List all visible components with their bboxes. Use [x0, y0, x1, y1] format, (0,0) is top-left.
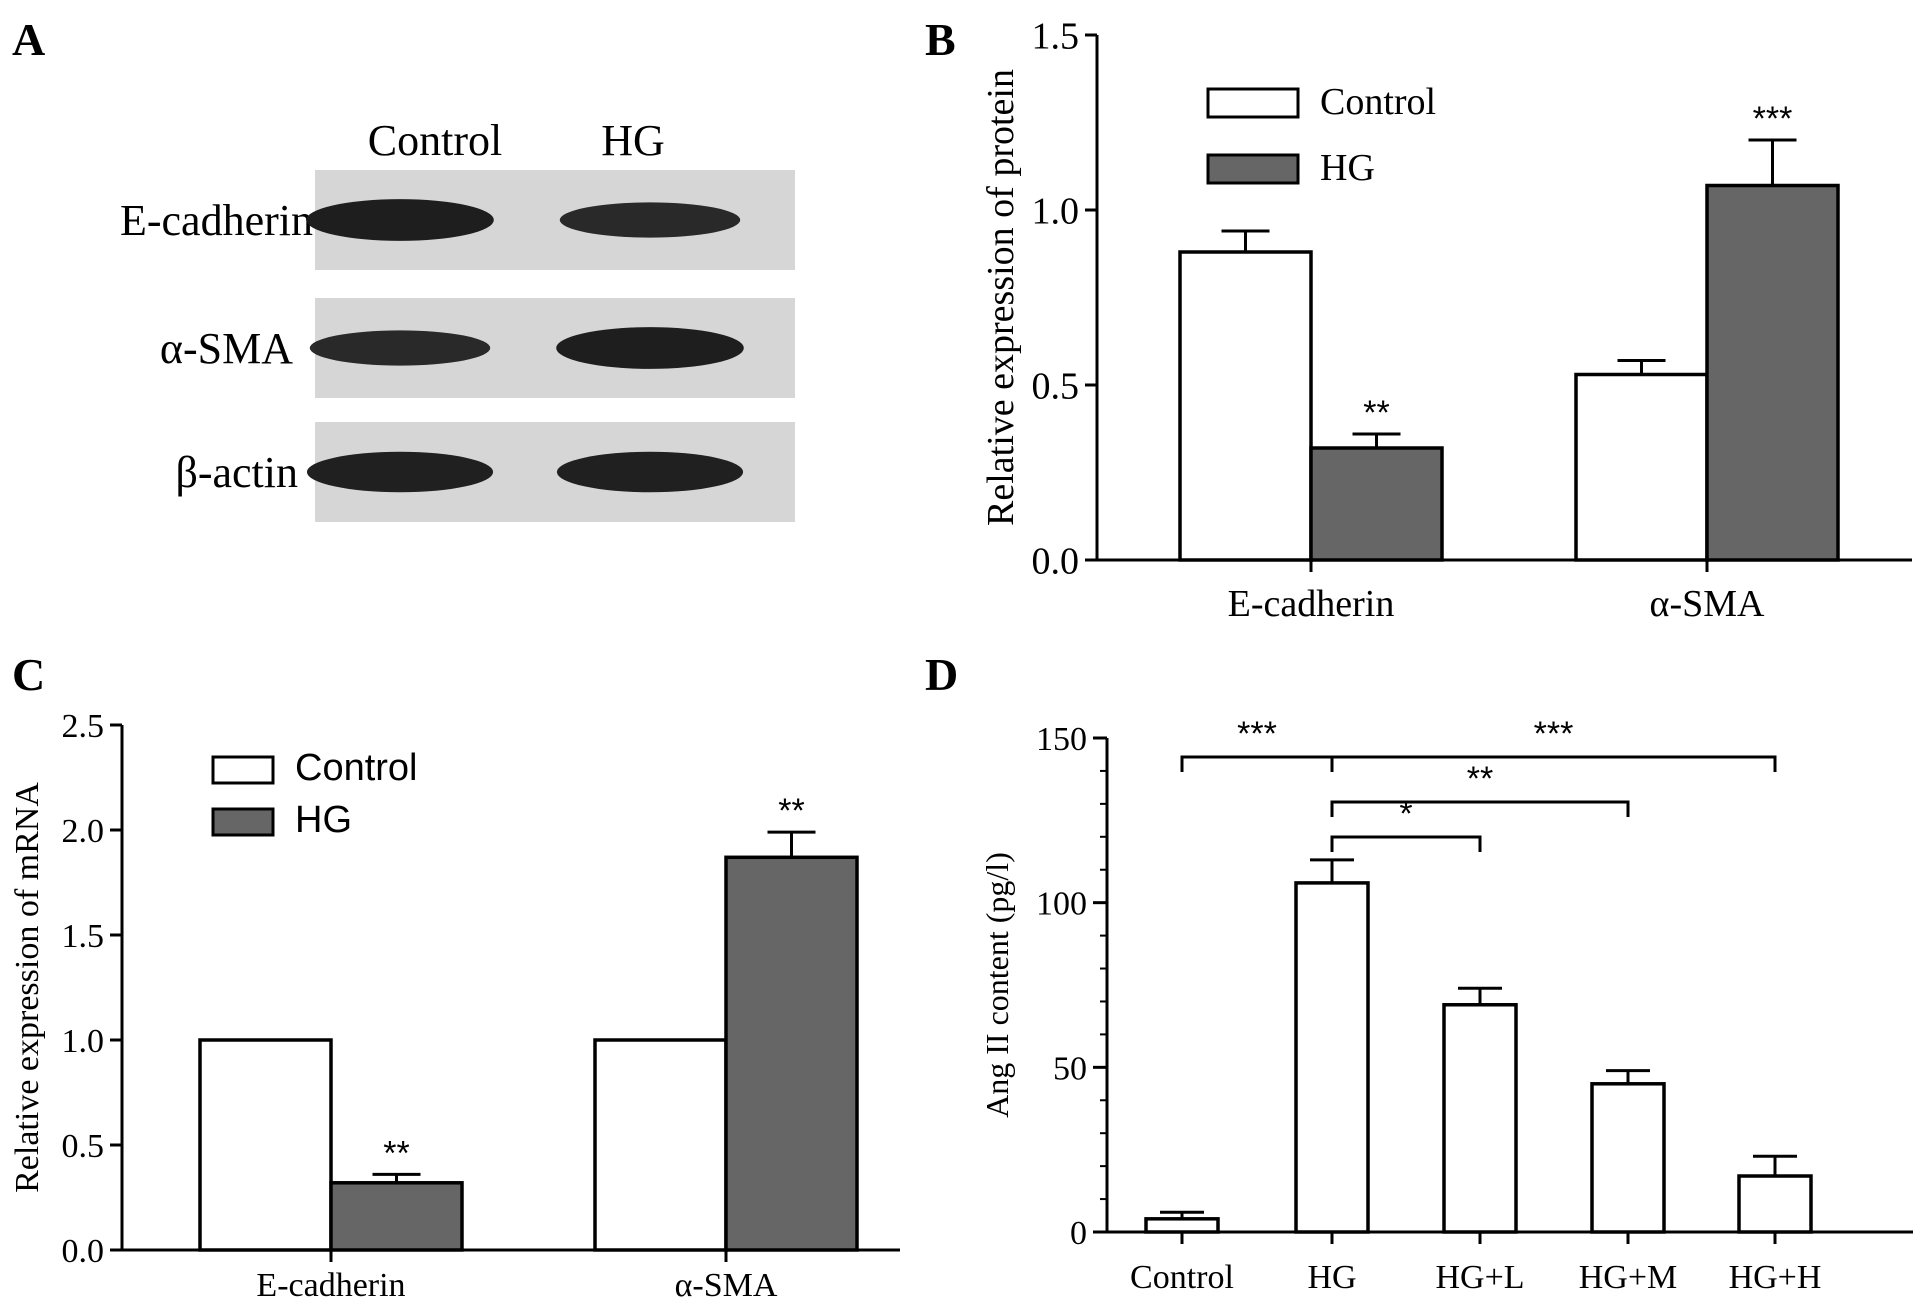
bar-e-cadherin-hg — [329, 1181, 464, 1252]
significance-sma-hg: *** — [1753, 100, 1793, 138]
panel-letter-a: A — [12, 14, 45, 65]
blot-label-e-cadherin: E-cadherin — [120, 196, 313, 245]
bar-sma-control — [1574, 372, 1709, 562]
blot-band-actin-control — [306, 451, 494, 493]
comparison-label-control-hg: *** — [1237, 715, 1277, 753]
y-tick-label: 2.5 — [62, 708, 105, 745]
y-tick-label: 0.0 — [1032, 540, 1080, 582]
bar-hg — [1294, 881, 1370, 1234]
comparison-bracket-control-hg — [1180, 755, 1334, 772]
y-tick-label: 1.0 — [62, 1023, 105, 1060]
y-tick-label: 0.5 — [1032, 365, 1080, 407]
x-tick-label-sma: α-SMA — [1650, 583, 1765, 625]
panel-letter-b: B — [925, 14, 956, 65]
x-tick-label-hg-m: HG+M — [1579, 1259, 1678, 1296]
blot-band-sma-hg — [556, 327, 744, 369]
blot-band-e-cadherin-control — [306, 199, 494, 241]
comparison-label-hg-hg-h: *** — [1534, 715, 1574, 753]
blot-band-actin-hg — [556, 451, 744, 493]
bar-control — [1144, 1217, 1220, 1234]
blot-band-e-cadherin-hg — [559, 202, 741, 238]
bar-sma-hg — [1705, 183, 1840, 562]
legend-swatch-hg — [1206, 153, 1300, 185]
bar-e-cadherin-control — [198, 1038, 333, 1252]
bar-e-cadherin-hg — [1309, 446, 1444, 562]
x-tick-label-e-cadherin: E-cadherin — [1228, 583, 1395, 625]
y-tick-label: 0.5 — [62, 1128, 105, 1165]
x-tick-label-sma: α-SMA — [675, 1267, 778, 1304]
comparison-bracket-hg-hg-m — [1330, 800, 1630, 817]
legend-label-hg: HG — [295, 799, 352, 841]
bar-hg-l — [1442, 1003, 1518, 1234]
blot-column-hg: HG — [601, 116, 665, 165]
blot-rows: E-cadherin α-SMA β-actin — [120, 170, 795, 522]
comparison-bracket-hg-hg-l — [1330, 835, 1482, 852]
panel-a-western-blot: A Control HG E-cadherin α-SMA β-actin — [12, 14, 795, 522]
x-tick-label-hg-h: HG+H — [1729, 1259, 1822, 1296]
blot-column-control: Control — [368, 116, 502, 165]
bar-hg-m — [1590, 1082, 1666, 1234]
bar-sma-control — [593, 1038, 728, 1252]
y-tick-label: 2.0 — [62, 813, 105, 850]
comparison-bracket-hg-hg-h — [1330, 755, 1777, 772]
y-axis-label: Relative expression of protein — [980, 69, 1022, 526]
y-tick-label: 0 — [1070, 1215, 1087, 1252]
bar-hg-h — [1737, 1174, 1813, 1234]
panel-letter-d: D — [925, 649, 958, 700]
legend-swatch-control — [1206, 87, 1300, 119]
y-axis-label: Relative expression of mRNA — [9, 782, 46, 1193]
y-tick-label: 0.0 — [62, 1233, 105, 1270]
blot-label-sma: α-SMA — [160, 324, 293, 373]
x-tick-label-hg: HG — [1307, 1259, 1356, 1296]
chart-c-mrna-expression: 0.0 0.5 1.0 1.5 2.0 2.5 Relative expression of… — [9, 708, 900, 1304]
bar-e-cadherin-control — [1178, 250, 1313, 562]
chart-d-ang-ii-content: 0 50 100 150 Ang II content (pg/l) Control HG H… — [979, 715, 1913, 1296]
y-tick-label: 50 — [1053, 1050, 1087, 1087]
y-tick-label: 1.5 — [62, 918, 105, 955]
significance-e-cadherin-hg: ** — [383, 1134, 409, 1172]
x-tick-label-control: Control — [1130, 1259, 1234, 1296]
y-tick-label: 100 — [1036, 886, 1087, 923]
significance-e-cadherin-hg: ** — [1363, 394, 1389, 432]
legend-swatch-hg — [211, 807, 275, 837]
significance-sma-hg: ** — [778, 792, 804, 830]
legend-label-control: Control — [295, 747, 418, 789]
legend-label-control: Control — [1320, 81, 1436, 123]
y-tick-label: 150 — [1036, 721, 1087, 758]
bar-sma-hg — [724, 855, 859, 1252]
legend-swatch-control — [211, 755, 275, 785]
comparison-label-hg-hg-l: * — [1399, 795, 1412, 833]
comparison-label-hg-hg-m: ** — [1467, 760, 1493, 798]
y-tick-label: 1.5 — [1032, 15, 1080, 57]
x-tick-label-hg-l: HG+L — [1435, 1259, 1524, 1296]
blot-label-actin: β-actin — [175, 448, 298, 497]
blot-band-sma-control — [309, 330, 491, 366]
panel-letter-c: C — [12, 649, 45, 700]
y-tick-label: 1.0 — [1032, 190, 1080, 232]
x-tick-label-e-cadherin: E-cadherin — [256, 1267, 405, 1304]
y-axis-label: Ang II content (pg/l) — [979, 852, 1015, 1118]
legend-label-hg: HG — [1320, 147, 1375, 189]
